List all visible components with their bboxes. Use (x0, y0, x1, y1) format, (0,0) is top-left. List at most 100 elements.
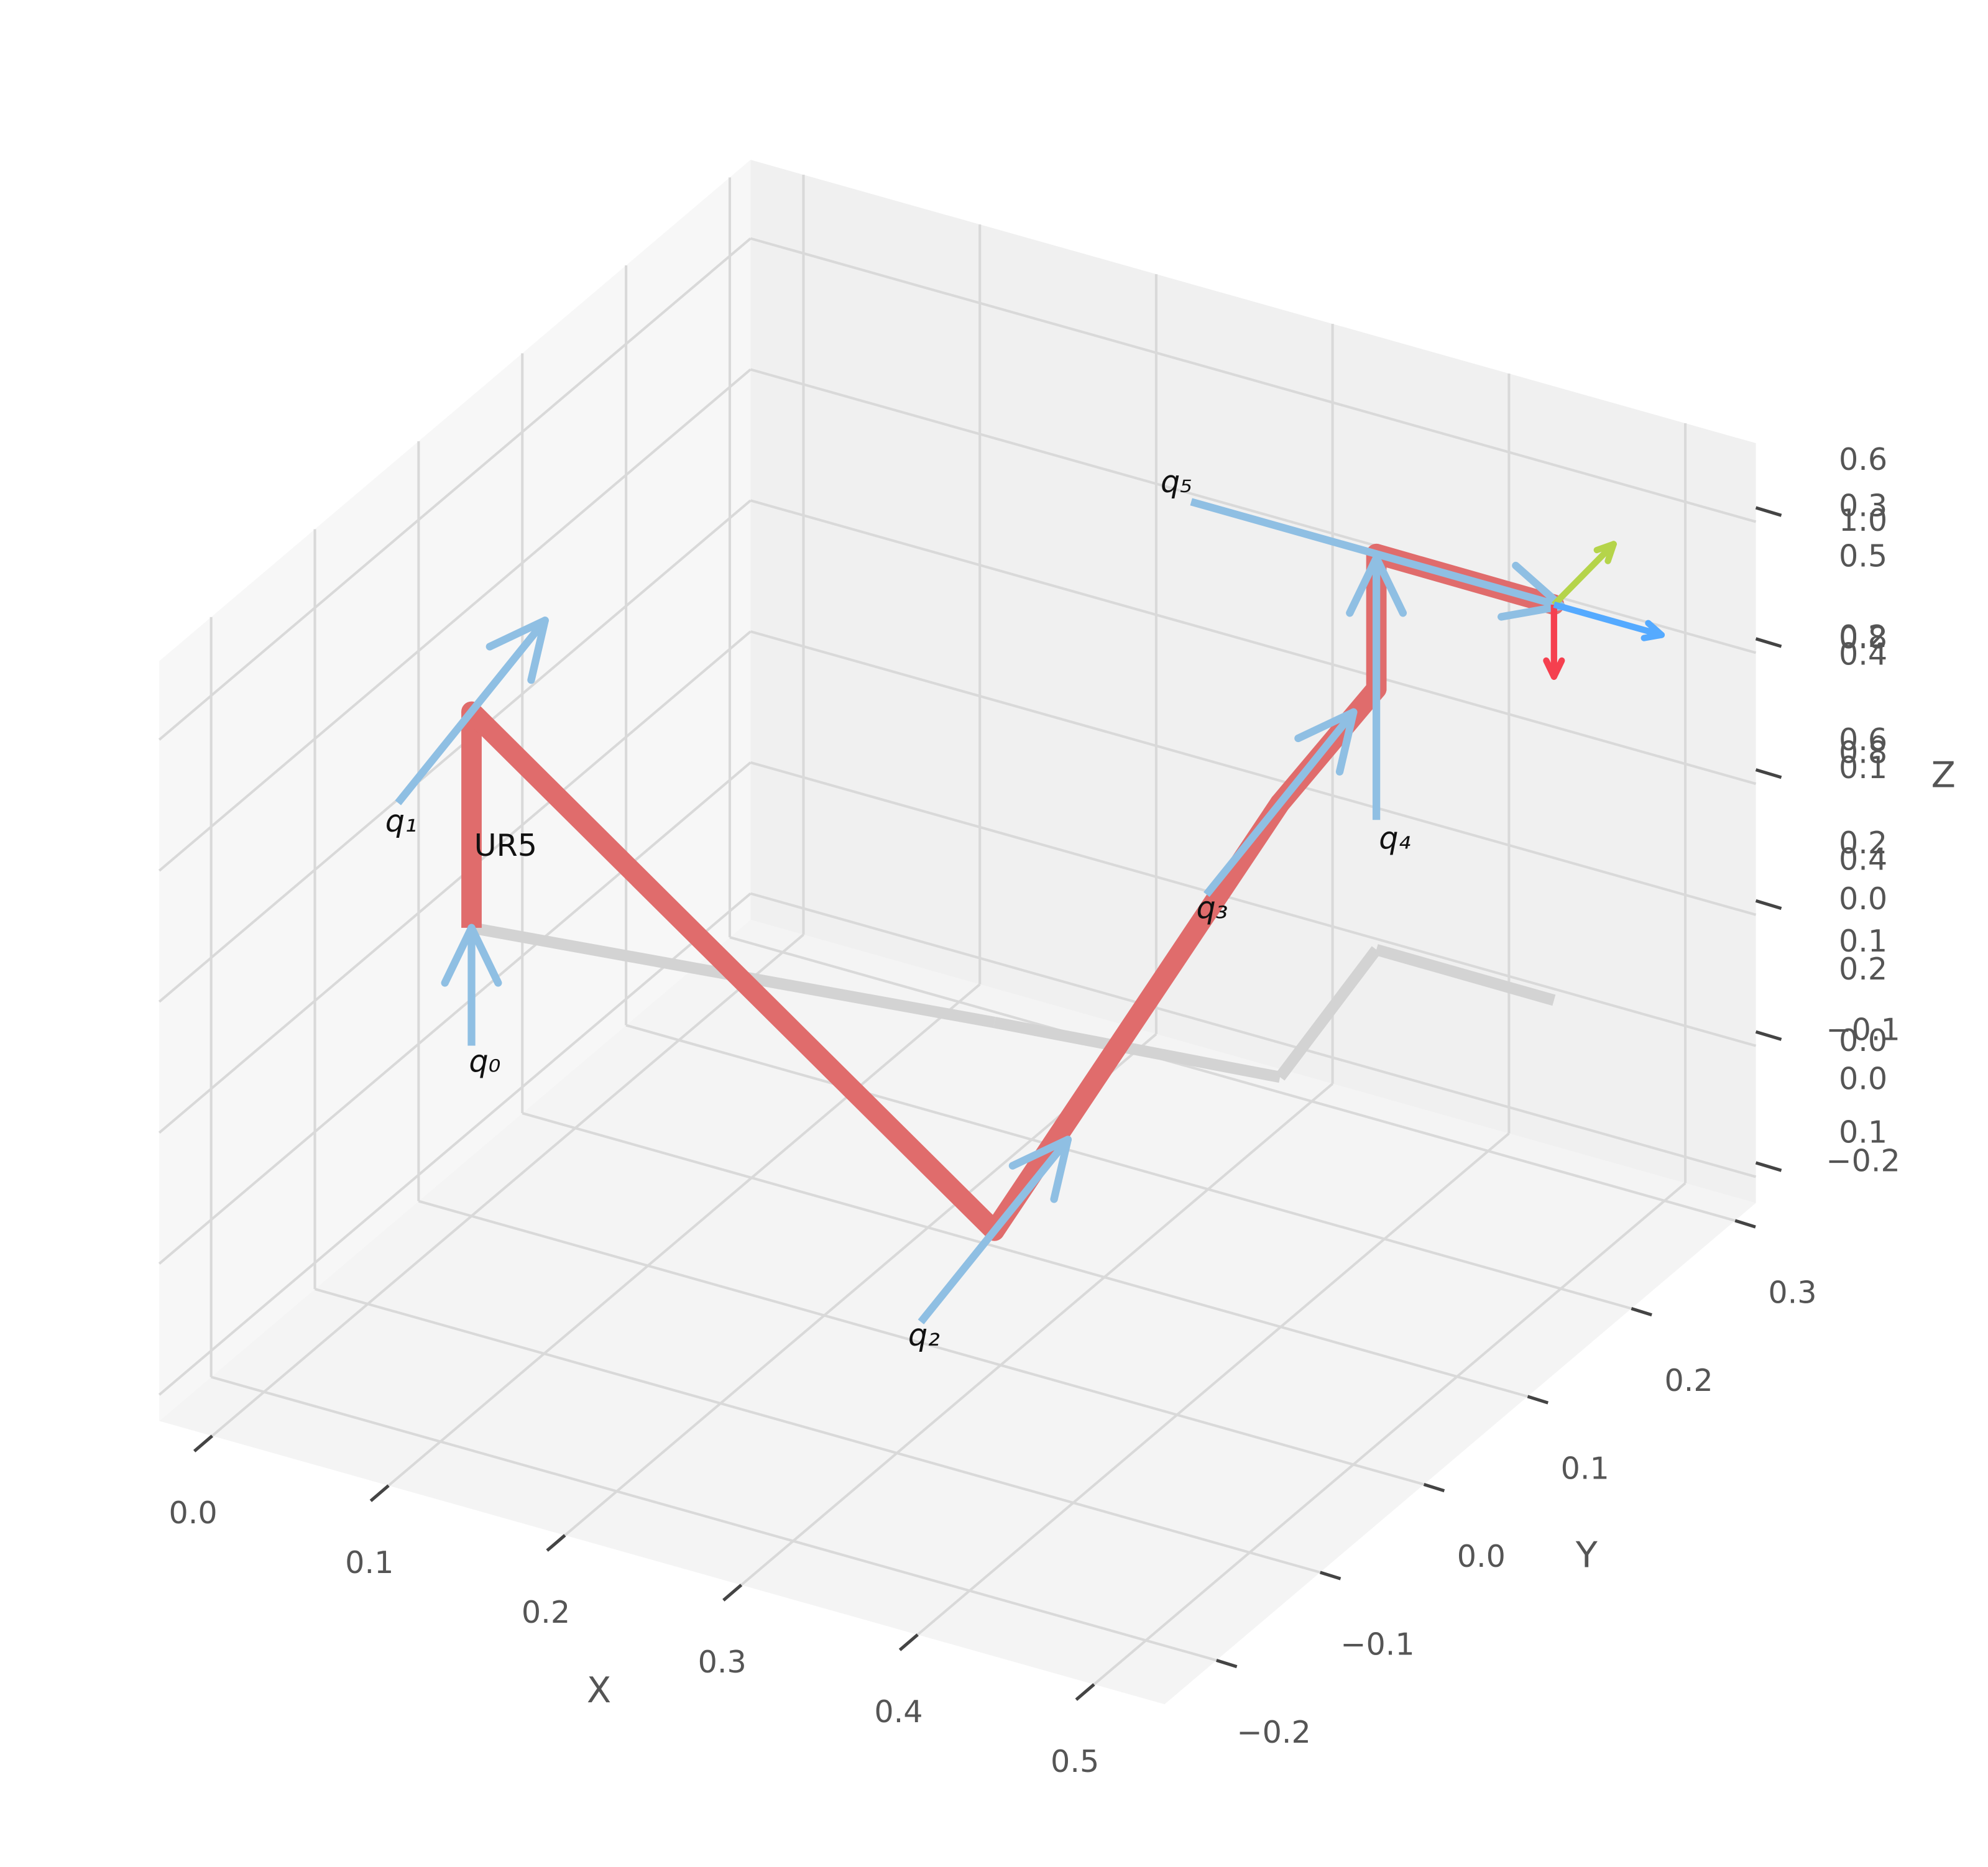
joint-axis-head (1512, 561, 1566, 610)
tick-mark (1755, 1030, 1782, 1041)
overlapping-z-label: 0.2 (1839, 951, 1887, 987)
overlapping-z-label: 0.6 (1839, 722, 1887, 758)
joint-label: q₄ (1379, 820, 1410, 856)
tick-mark (1319, 1571, 1341, 1580)
tick-mark (1216, 1658, 1238, 1669)
frame-axis-head (1604, 541, 1617, 564)
grid: 0.00.10.20.30.40.5−0.2−0.10.00.10.20.3−0… (158, 175, 1900, 1779)
z-axis-label: Z (1931, 754, 1956, 796)
grid-line (564, 1033, 1157, 1536)
x-tick-label: 0.5 (1051, 1743, 1099, 1779)
joint-axis-head (1346, 554, 1381, 617)
joint-label: q₁ (385, 803, 417, 839)
tick-mark (546, 1534, 566, 1552)
y-axis-label: Y (1575, 1534, 1598, 1576)
grid-line (158, 499, 752, 1003)
grid-line (750, 368, 1757, 654)
frame-axis (1553, 601, 1663, 638)
tick-mark (898, 1633, 919, 1651)
overlapping-z-label: 0.5 (1839, 538, 1887, 574)
chart-title: UR5 (474, 827, 537, 863)
overlapping-z-label: 0.2 (1839, 825, 1887, 861)
tick-mark (1755, 768, 1782, 779)
tick-mark (369, 1484, 390, 1502)
link-shadow (1275, 946, 1381, 1081)
grid-line (211, 1375, 1217, 1662)
overlapping-z-label: 0.8 (1839, 620, 1887, 656)
grid-line (158, 368, 752, 872)
link-shadow (1374, 944, 1556, 1006)
grid-line (522, 1112, 1529, 1398)
floor-pane (159, 919, 1756, 1705)
joint-axis (1203, 709, 1357, 897)
grid-line (158, 630, 752, 1134)
frame-axis-head (1543, 657, 1557, 680)
z-tick-label: −0.1 (1826, 1012, 1900, 1048)
left-pane (159, 160, 751, 1421)
tick-mark (1755, 899, 1782, 911)
y-tick-label: 0.2 (1664, 1362, 1713, 1398)
x-tick-label: 0.4 (874, 1694, 923, 1730)
grid-line (750, 892, 1757, 1178)
grid-line (729, 936, 1736, 1222)
tick-mark (1631, 1307, 1652, 1317)
joint-axis-head (1008, 1135, 1072, 1170)
joint-axis-head (527, 617, 549, 684)
joint-axis-head (467, 924, 502, 987)
labels: X Y Z UR5 (474, 754, 1956, 1710)
joint-axis-head (1372, 554, 1407, 617)
overlapping-z-label: 0.0 (1839, 1022, 1887, 1058)
grid-line (158, 237, 752, 741)
grid-line (750, 237, 1757, 523)
y-tick-label: −0.2 (1236, 1714, 1310, 1750)
grid-line (418, 1200, 1425, 1486)
grid-line (750, 761, 1757, 1047)
z-tick-label: 0.2 (1839, 618, 1887, 654)
tick-mark (193, 1434, 213, 1452)
z-tick-label: 0.0 (1839, 881, 1887, 917)
x-tick-label: 0.1 (345, 1544, 393, 1580)
grid-line (314, 1288, 1321, 1574)
joint-axis-head (1335, 708, 1358, 776)
joint-axis-head (441, 924, 476, 987)
marks: q₀ q₁ q₂ q₃ q₄ q₅ (385, 464, 1665, 1353)
joint-axis-head (1294, 708, 1358, 743)
overlapping-z-label: 0.1 (1839, 1114, 1887, 1150)
grid-line (211, 934, 804, 1437)
joint-label: q₃ (1196, 889, 1228, 925)
x-tick-label: 0.2 (522, 1594, 570, 1630)
y-tick-label: 0.0 (1457, 1538, 1506, 1574)
joint-axis (918, 1137, 1071, 1324)
z-tick-label: −0.2 (1826, 1142, 1900, 1178)
grid-line (158, 892, 752, 1396)
x-tick-label: 0.3 (698, 1644, 747, 1680)
joint-label: q₂ (908, 1317, 940, 1353)
z-tick-label: 0.3 (1839, 487, 1887, 523)
grid-line (750, 499, 1757, 786)
back-pane (750, 160, 1756, 1203)
tick-mark (1755, 1161, 1782, 1172)
joint-axis (1190, 498, 1563, 610)
joint-axis-head (485, 617, 549, 651)
grid-line (740, 1083, 1333, 1586)
grid-line (750, 630, 1757, 916)
overlapping-z-label: 0.8 (1839, 734, 1887, 770)
tick-mark (1755, 506, 1782, 517)
panes (159, 160, 1756, 1705)
link (461, 701, 1005, 1241)
y-tick-label: 0.1 (1561, 1450, 1609, 1486)
grid-line (387, 983, 981, 1487)
joint-label: q₀ (469, 1044, 500, 1080)
joint-axis (395, 618, 548, 805)
link-shadow (993, 1017, 1281, 1083)
tick-mark (1423, 1482, 1445, 1493)
y-tick-label: −0.1 (1340, 1626, 1414, 1662)
joint-axis-head (1050, 1135, 1072, 1203)
grid-line (916, 1132, 1510, 1636)
tick-mark (1527, 1395, 1549, 1405)
tick-mark (1755, 637, 1782, 648)
overlapping-z-label: 0.4 (1839, 636, 1887, 672)
grid-line (158, 761, 752, 1265)
tick-mark (1734, 1219, 1756, 1229)
